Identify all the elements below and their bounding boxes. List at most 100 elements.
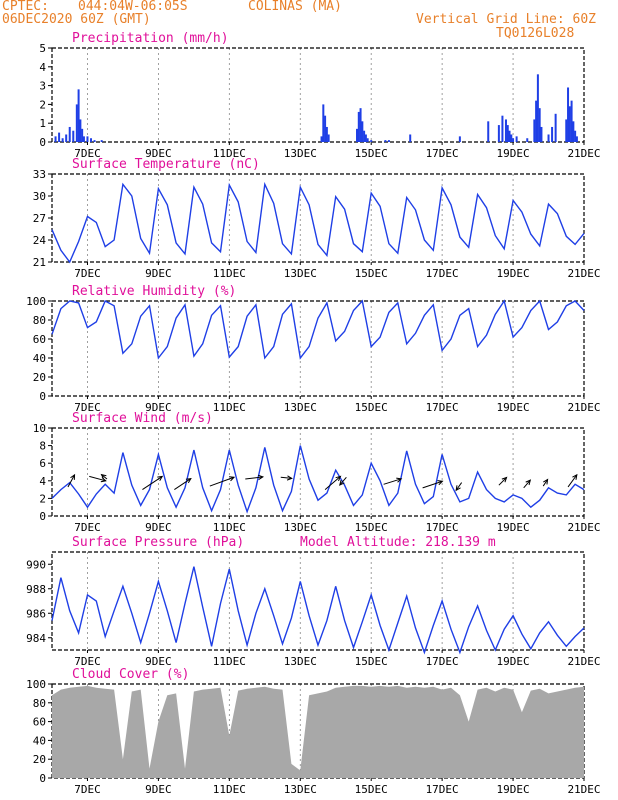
x-tick-label: 21DEC (567, 267, 600, 280)
wind-vector (245, 476, 263, 480)
y-tick-label: 33 (33, 168, 46, 181)
x-tick-label: 19DEC (497, 521, 530, 534)
header-date: 06DEC2020 60Z (GMT) (2, 12, 151, 27)
x-tick-label: 21DEC (567, 655, 600, 668)
x-tick-label: 19DEC (497, 655, 530, 668)
wind-vector (101, 474, 108, 480)
panel-frame (51, 300, 585, 397)
wind-vector-head (70, 473, 76, 480)
precip-bar (501, 115, 504, 142)
y-tick-label: 80 (33, 314, 46, 327)
y-tick-label: 1 (39, 117, 46, 130)
precip-bar (508, 130, 511, 142)
y-tick-label: 24 (33, 234, 47, 247)
panel-title: Surface Temperature (nC) (72, 157, 260, 172)
x-tick-label: 15DEC (355, 267, 388, 280)
header-source: CPTEC: (2, 0, 49, 14)
precip-bar (93, 140, 96, 142)
series-line (51, 566, 585, 655)
wind-vector-head (335, 475, 342, 482)
y-tick-label: 3 (39, 80, 46, 93)
wind-vector (339, 476, 347, 486)
wind-vector (383, 478, 402, 485)
precip-bar (497, 125, 500, 142)
x-tick-label: 21DEC (567, 783, 600, 796)
y-tick-label: 2 (39, 492, 46, 505)
precip-bar (551, 126, 554, 142)
x-tick-label: 13DEC (284, 521, 317, 534)
panel-frame (51, 427, 585, 517)
wind-vector-head (525, 479, 532, 486)
precip-bar (54, 136, 57, 142)
wind-vector-head (229, 476, 236, 482)
precip-bar (82, 136, 85, 142)
y-tick-label: 60 (33, 716, 46, 729)
header-model: TQ0126L028 (496, 26, 575, 41)
model-altitude: Model Altitude: 218.139 m (300, 535, 496, 550)
wind-vector-head (286, 475, 293, 481)
precip-bar (384, 140, 387, 142)
x-tick-label: 15DEC (355, 783, 388, 796)
y-tick-label: 988 (26, 583, 46, 596)
wind-vector (142, 475, 163, 491)
precip-bar (536, 74, 539, 142)
x-tick-label: 9DEC (145, 521, 172, 534)
y-tick-label: 984 (26, 632, 46, 645)
wind-vector (280, 476, 292, 479)
panel-frame (51, 551, 585, 651)
x-tick-label: 11DEC (213, 655, 246, 668)
x-tick-label: 13DEC (284, 783, 317, 796)
y-tick-label: 8 (39, 440, 46, 453)
y-tick-label: 100 (26, 678, 46, 691)
precip-bar (58, 132, 61, 142)
precip-bar (504, 119, 507, 142)
precip-bar (327, 134, 330, 142)
wind-vector (542, 479, 549, 487)
x-tick-label: 17DEC (426, 655, 459, 668)
x-tick-label: 19DEC (497, 267, 530, 280)
wind-vector-head (157, 475, 164, 481)
cloud-area (52, 685, 584, 778)
precip-bar (515, 136, 518, 142)
x-tick-label: 13DEC (284, 401, 317, 414)
wind-vector (422, 480, 443, 489)
x-tick-label: 11DEC (213, 267, 246, 280)
y-tick-label: 0 (39, 390, 46, 403)
precip-bar (359, 108, 362, 142)
x-tick-label: 19DEC (497, 147, 530, 160)
wind-vector (523, 479, 531, 489)
precip-bar (68, 126, 71, 142)
x-tick-label: 9DEC (145, 655, 172, 668)
x-tick-label: 21DEC (567, 147, 600, 160)
x-tick-label: 17DEC (426, 147, 459, 160)
y-tick-label: 40 (33, 734, 46, 747)
precip-bar (72, 130, 75, 142)
series-line (51, 299, 585, 360)
x-tick-label: 7DEC (74, 655, 101, 668)
precip-bar (86, 136, 89, 142)
precip-bar (567, 87, 570, 142)
wind-vector (89, 475, 106, 482)
y-tick-label: 20 (33, 753, 46, 766)
y-tick-label: 986 (26, 607, 46, 620)
precip-bar (363, 130, 366, 142)
x-tick-label: 17DEC (426, 521, 459, 534)
series-line (51, 181, 585, 264)
x-tick-label: 9DEC (145, 783, 172, 796)
x-tick-label: 11DEC (213, 401, 246, 414)
x-tick-label: 15DEC (355, 401, 388, 414)
panel-title: Cloud Cover (%) (72, 667, 189, 682)
y-tick-label: 2 (39, 98, 46, 111)
precip-bar (75, 104, 78, 142)
precip-bar (90, 138, 93, 142)
precip-bar (565, 119, 568, 142)
wind-vector-head (572, 473, 578, 480)
precip-bar (366, 138, 369, 142)
wind-vector (498, 477, 507, 486)
x-tick-label: 15DEC (355, 521, 388, 534)
wind-vector-head (455, 485, 461, 492)
panel-frame (51, 47, 585, 143)
precip-bar (572, 121, 575, 142)
precip-bar (322, 104, 325, 142)
precip-bar (325, 126, 328, 142)
